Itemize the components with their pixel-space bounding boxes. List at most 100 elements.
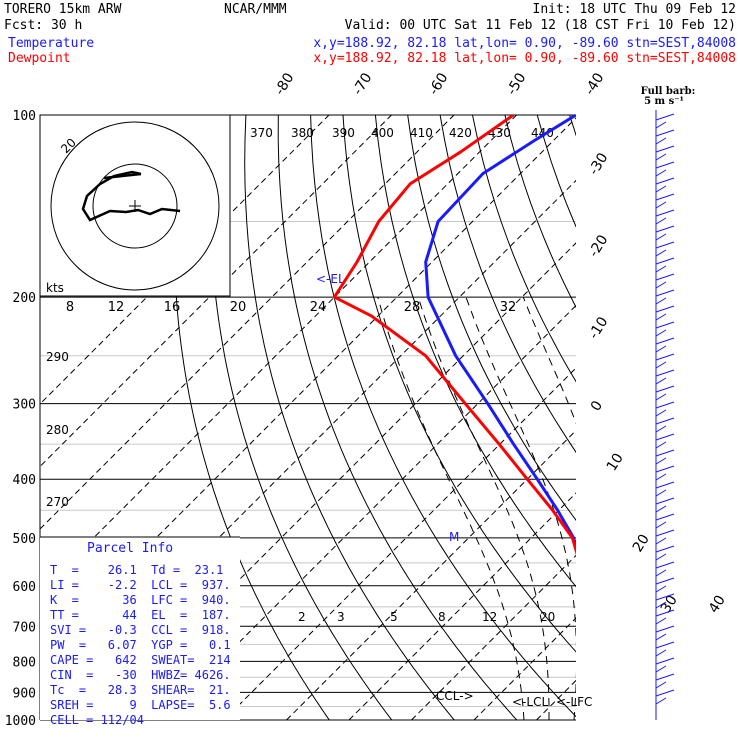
theta-label: 380 bbox=[291, 126, 314, 140]
pressure-label-200: 200 bbox=[13, 291, 36, 306]
wind-barb bbox=[655, 577, 675, 585]
isotherm bbox=[473, 617, 576, 720]
dry-adiabat bbox=[569, 115, 576, 137]
annotation: M bbox=[449, 530, 459, 544]
wind-barb bbox=[655, 401, 675, 409]
dry-adiabat bbox=[472, 115, 576, 383]
mixing-ratio-label: 3 bbox=[337, 610, 345, 624]
wind-barb bbox=[655, 273, 675, 281]
mixing-ratio-label: 5 bbox=[390, 610, 398, 624]
dry-adiabat bbox=[209, 115, 393, 720]
parcel-row: T = 26.1 Td = 23.1 bbox=[50, 563, 223, 577]
isotherm-label: 10 bbox=[604, 451, 627, 475]
wind-barb bbox=[655, 305, 675, 313]
wind-barb bbox=[655, 433, 675, 441]
wind-barb bbox=[655, 281, 667, 289]
isotherm-label: -70 bbox=[350, 70, 376, 98]
temperature-location: x,y=188.92, 82.18 lat,lon= 0.90, -89.60 … bbox=[313, 36, 736, 51]
isotherm bbox=[40, 115, 517, 593]
wind-barb bbox=[655, 241, 675, 249]
isotherm bbox=[411, 554, 576, 720]
pressure-label-1000: 1000 bbox=[5, 714, 36, 729]
theta-label: 430 bbox=[488, 126, 511, 140]
wind-barb bbox=[655, 553, 667, 561]
moist-adiabat bbox=[522, 296, 576, 425]
isotherm-label: -20 bbox=[586, 232, 612, 260]
isotherm bbox=[40, 115, 392, 468]
parcel-row: CELL = 112/04 bbox=[50, 713, 144, 727]
center-label: NCAR/MMM bbox=[224, 2, 287, 17]
moist-adiabat bbox=[592, 297, 648, 720]
mixing-ratio-label: 2 bbox=[298, 610, 306, 624]
isotherm bbox=[724, 115, 740, 720]
isotherm bbox=[286, 429, 576, 720]
isotherm-label: -30 bbox=[586, 150, 612, 178]
dry-adiabat bbox=[699, 115, 740, 733]
hodograph-ring-outer bbox=[50, 121, 220, 291]
wind-barb bbox=[655, 297, 667, 305]
wind-barb bbox=[655, 521, 667, 529]
parcel-title: Parcel Info bbox=[87, 541, 173, 556]
pressure-label-100: 100 bbox=[13, 109, 36, 124]
temperature-legend: Temperature bbox=[8, 36, 94, 51]
dry-adiabat bbox=[310, 115, 576, 718]
wind-barbs: Full barb:5 m s⁻¹ bbox=[641, 86, 695, 720]
mixing-ratio-label: 12 bbox=[482, 610, 497, 624]
theta-label: 400 bbox=[371, 126, 394, 140]
isotherm bbox=[662, 115, 740, 720]
wind-barb bbox=[655, 321, 675, 329]
theta-label: 440 bbox=[531, 126, 554, 140]
wind-barb bbox=[655, 377, 667, 385]
isotherm bbox=[599, 115, 740, 720]
init-label: Init: 18 UTC Thu 09 Feb 12 bbox=[533, 2, 737, 17]
pressure-label-400: 400 bbox=[13, 473, 36, 488]
wind-barb bbox=[655, 465, 675, 473]
wind-barb bbox=[655, 233, 667, 241]
parcel-row: CAPE = 642 SWEAT= 214 bbox=[50, 653, 231, 667]
wind-barb bbox=[655, 385, 675, 393]
parcel-row: K = 36 LFC = 940. bbox=[50, 593, 231, 607]
dry-adiabat bbox=[342, 115, 576, 653]
pressure-label-500: 500 bbox=[13, 532, 36, 547]
wind-barb bbox=[655, 441, 667, 449]
parcel-row: TT = 44 EL = 187. bbox=[50, 608, 231, 622]
wind-barb bbox=[655, 425, 667, 433]
wind-barb bbox=[655, 473, 667, 481]
wind-barb bbox=[655, 177, 675, 185]
wind-barb bbox=[655, 409, 667, 417]
dewpoint-location: x,y=188.92, 82.18 lat,lon= 0.90, -89.60 … bbox=[313, 51, 736, 66]
wind-legend-units: 5 m s⁻¹ bbox=[644, 96, 684, 107]
pressure-label-600: 600 bbox=[13, 580, 36, 595]
wind-barb bbox=[655, 673, 675, 681]
wind-barb bbox=[655, 345, 667, 353]
wind-barb bbox=[655, 657, 675, 665]
parcel-row: PW = 6.07 YGP = 0.1 bbox=[50, 638, 231, 652]
theta-label: 290 bbox=[46, 350, 69, 364]
hodograph-speed-label: 16 bbox=[164, 300, 181, 315]
wind-barb bbox=[655, 457, 667, 465]
wind-barb bbox=[655, 537, 667, 545]
wind-barb bbox=[655, 505, 667, 513]
isotherm-label: -60 bbox=[426, 70, 452, 98]
wind-barb bbox=[655, 169, 667, 177]
wind-barb bbox=[655, 329, 667, 337]
parcel-row: Tc = 28.3 SHEAR= 21. bbox=[50, 683, 231, 697]
isotherm bbox=[348, 492, 576, 720]
chart-header: TORERO 15km ARW NCAR/MMM Init: 18 UTC Th… bbox=[4, 2, 736, 66]
theta-label: 280 bbox=[46, 423, 69, 437]
dry-adiabat bbox=[407, 115, 576, 521]
theta-label: 370 bbox=[250, 126, 273, 140]
wind-barb bbox=[655, 225, 675, 233]
dry-adiabat bbox=[439, 115, 576, 454]
hodograph-speed-label: 28 bbox=[404, 300, 421, 315]
wind-barb bbox=[655, 249, 667, 257]
wind-barb bbox=[655, 449, 675, 457]
parcel-box-bg bbox=[40, 537, 240, 720]
wind-barb bbox=[655, 697, 667, 705]
wind-barb bbox=[655, 265, 667, 273]
isotherm bbox=[223, 367, 576, 720]
dry-adiabat bbox=[504, 115, 576, 309]
wind-barb bbox=[655, 209, 675, 217]
wind-barb bbox=[655, 161, 675, 169]
parcel-row: CIN = -30 HWBZ= 4626. bbox=[50, 668, 231, 682]
